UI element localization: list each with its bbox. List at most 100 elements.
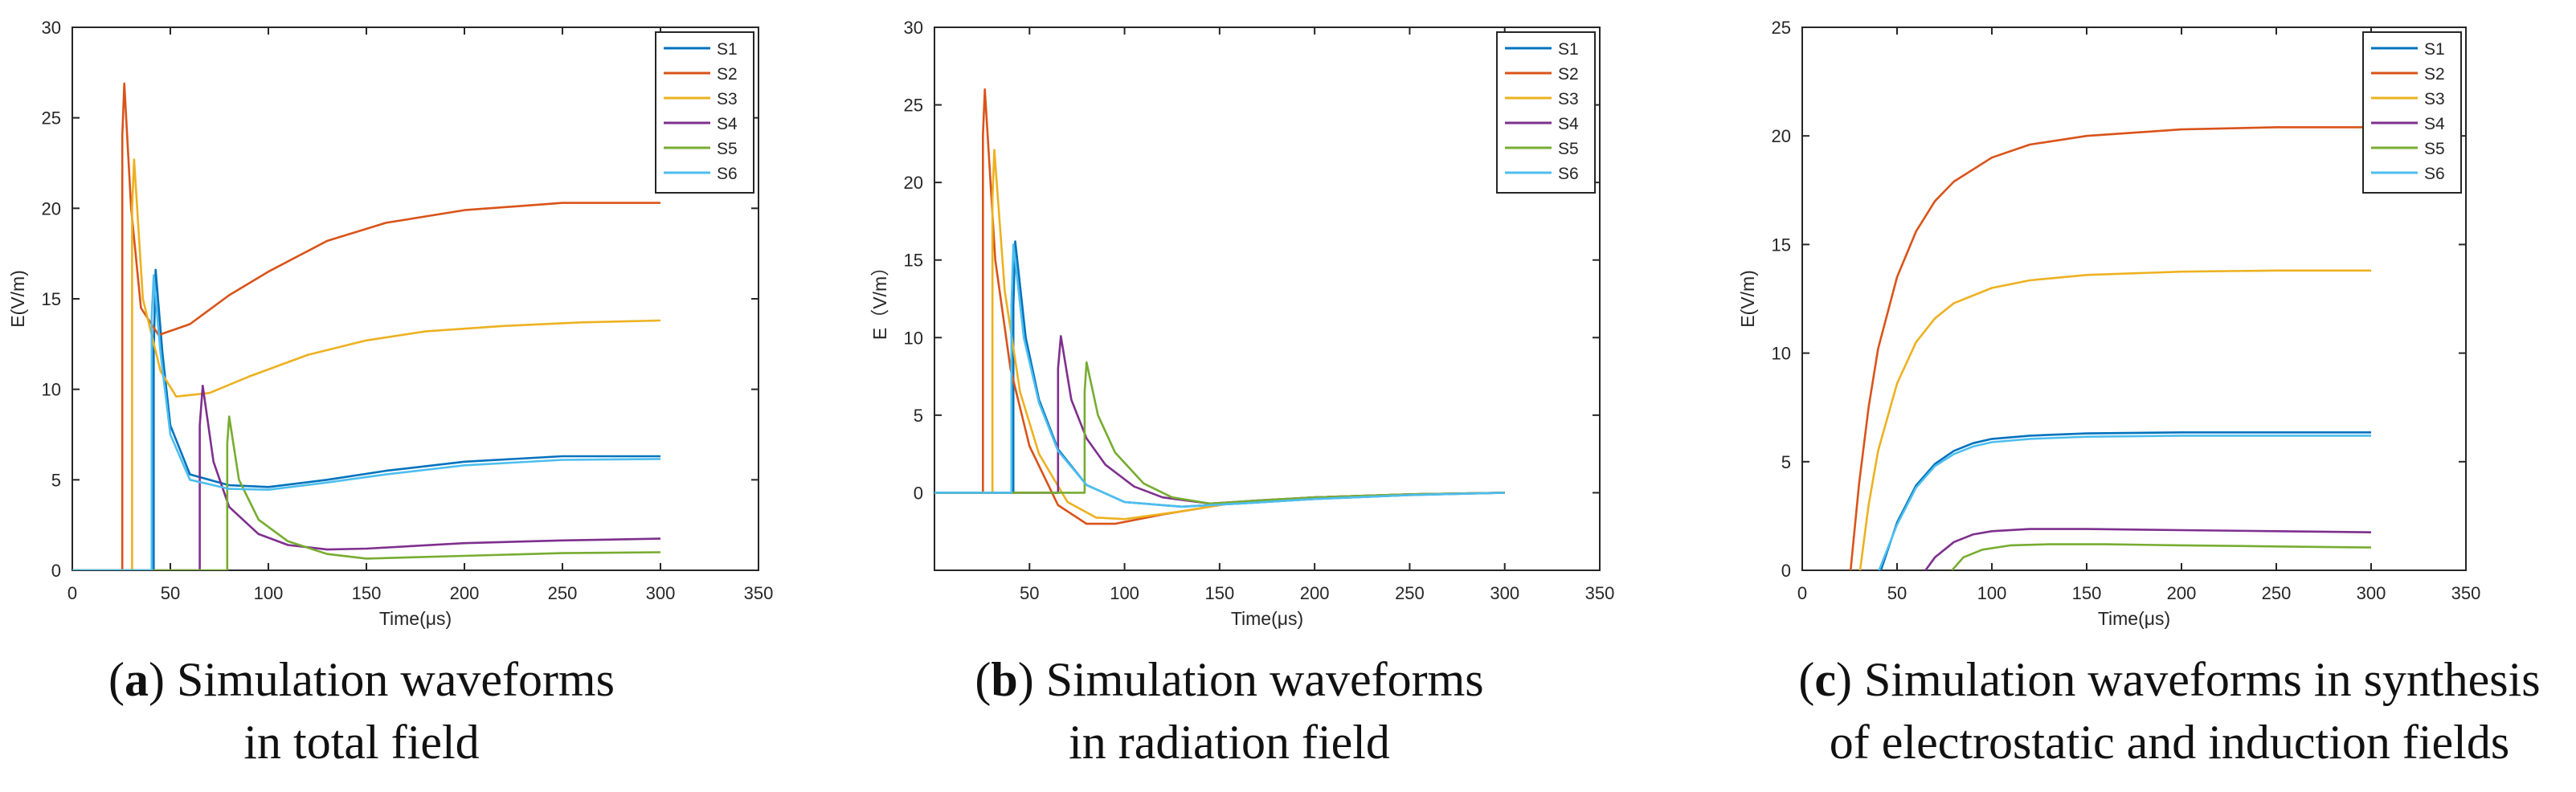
- y-tick-label: 5: [1781, 452, 1791, 472]
- caption-a-text1: Simulation waveforms: [177, 653, 615, 706]
- chart-radiation-field: 50 100 150 200 250 300 350 0 5 10 15 20 25 30 Time(μs)…: [869, 18, 1614, 629]
- series-line-s3: [72, 158, 661, 570]
- x-axis-label: Time(μs): [1231, 608, 1303, 629]
- legend-label: S3: [717, 90, 738, 108]
- series-line-s6: [72, 274, 661, 570]
- legend-label: S1: [717, 40, 738, 59]
- caption-b-line1: (b) Simulation waveforms: [975, 653, 1483, 706]
- legend: S1 S2 S3 S4 S5 S6: [1496, 31, 1596, 194]
- y-tick-label: 10: [904, 328, 923, 348]
- legend-label: S5: [717, 140, 738, 158]
- y-tick-label: 25: [904, 96, 923, 116]
- x-tick-label: 300: [1490, 583, 1519, 603]
- series-line-s4: [72, 384, 661, 570]
- y-tick-label: 15: [42, 289, 61, 309]
- legend-box: [655, 31, 754, 194]
- legend-box: [2362, 31, 2462, 194]
- caption-a-label: a: [125, 653, 149, 706]
- x-tick-label: 50: [1020, 583, 1039, 603]
- caption-a-line1: (a) Simulation waveforms: [108, 653, 615, 706]
- legend-label: S1: [2424, 40, 2445, 59]
- x-tick-label: 250: [1395, 583, 1425, 603]
- x-tick-label: 0: [67, 583, 77, 603]
- y-tick-label: 30: [42, 18, 61, 38]
- legend-label: S2: [2424, 65, 2445, 84]
- caption-c: (c) Simulation waveforms in synthesis of…: [1798, 653, 2540, 769]
- x-tick-label: 100: [1977, 583, 2007, 603]
- x-tick-label: 200: [450, 583, 480, 603]
- legend-label: S4: [717, 115, 738, 133]
- y-tick-label: 20: [904, 173, 923, 193]
- caption-a-line2: in total field: [243, 716, 479, 769]
- legend-label: S5: [2424, 140, 2445, 158]
- caption-c-line1: (c) Simulation waveforms in synthesis: [1798, 653, 2540, 706]
- legend-label: S1: [1558, 40, 1579, 59]
- legend-label: S6: [1558, 165, 1579, 183]
- x-tick-label: 300: [646, 583, 676, 603]
- caption-a: (a) Simulation waveforms in total field: [108, 653, 615, 769]
- x-tick-label: 250: [548, 583, 578, 603]
- x-tick-label: 50: [161, 583, 180, 603]
- series-line-s5: [72, 415, 661, 570]
- y-tick-label: 15: [904, 251, 923, 271]
- x-tick-label: 200: [1300, 583, 1330, 603]
- x-tick-label: 100: [254, 583, 284, 603]
- series-line-s3: [1858, 269, 2371, 570]
- legend-label: S5: [1558, 140, 1579, 158]
- legend-label: S3: [2424, 90, 2445, 108]
- plot-frame: [72, 27, 759, 571]
- legend-label: S4: [1558, 115, 1579, 133]
- x-tick-label: 350: [2451, 583, 2481, 603]
- y-axis-label: E（V/m）: [869, 258, 890, 340]
- legend-label: S3: [1558, 90, 1579, 108]
- y-tick-label: 5: [914, 406, 923, 426]
- x-tick-label: 100: [1110, 583, 1139, 603]
- y-tick-label: 10: [1772, 344, 1791, 364]
- y-tick-label: 25: [42, 108, 61, 129]
- y-tick-label: 10: [42, 380, 61, 400]
- series-line-s4: [1924, 528, 2372, 570]
- series-line-s2: [1849, 126, 2371, 570]
- caption-c-text1: Simulation waveforms in synthesis: [1864, 653, 2541, 706]
- caption-c-label: c: [1814, 653, 1836, 706]
- y-tick-label: 0: [914, 483, 923, 503]
- x-tick-label: 350: [744, 583, 774, 603]
- y-axis-label: E(V/m): [1737, 270, 1758, 328]
- y-tick-label: 0: [1781, 561, 1791, 581]
- y-tick-label: 15: [1772, 235, 1791, 255]
- x-tick-label: 200: [2167, 583, 2197, 603]
- x-tick-label: 300: [2357, 583, 2386, 603]
- series-line-s2: [72, 82, 660, 570]
- caption-b-label: b: [991, 653, 1017, 706]
- series-line-s6: [1878, 435, 2371, 570]
- series-line-s5: [934, 361, 1505, 505]
- y-tick-label: 20: [42, 198, 61, 218]
- y-tick-label: 5: [51, 470, 61, 490]
- caption-b-line2: in radiation field: [1069, 716, 1390, 769]
- y-tick-label: 20: [1772, 126, 1791, 146]
- chart-total-field: 0 50 100 150 200 250 300 350 0 5 10 15 20 25 30 Time(μs…: [7, 18, 773, 629]
- x-tick-label: 250: [2262, 583, 2292, 603]
- y-tick-label: 0: [51, 561, 61, 581]
- series-line-s6: [934, 243, 1505, 508]
- series-group: [72, 82, 661, 570]
- y-tick-label: 25: [1772, 18, 1791, 38]
- x-axis-label: Time(μs): [2098, 608, 2170, 629]
- legend: S1 S2 S3 S4 S5 S6: [655, 31, 754, 194]
- x-tick-label: 50: [1887, 583, 1907, 603]
- caption-c-line2: of electrostatic and induction fields: [1830, 716, 2509, 769]
- x-axis-label: Time(μs): [379, 608, 452, 629]
- y-tick-label: 30: [904, 18, 923, 38]
- legend: S1 S2 S3 S4 S5 S6: [2362, 31, 2462, 194]
- caption-b: (b) Simulation waveforms in radiation fi…: [975, 653, 1483, 769]
- legend-label: S6: [2424, 165, 2445, 183]
- legend-label: S4: [2424, 115, 2445, 133]
- legend-box: [1496, 31, 1596, 194]
- x-tick-label: 150: [352, 583, 382, 603]
- plot-frame: [1801, 27, 2467, 571]
- series-line-s1: [72, 268, 660, 570]
- series-group: [1849, 126, 2372, 570]
- legend-label: S6: [717, 165, 738, 183]
- caption-b-text1: Simulation waveforms: [1046, 653, 1484, 706]
